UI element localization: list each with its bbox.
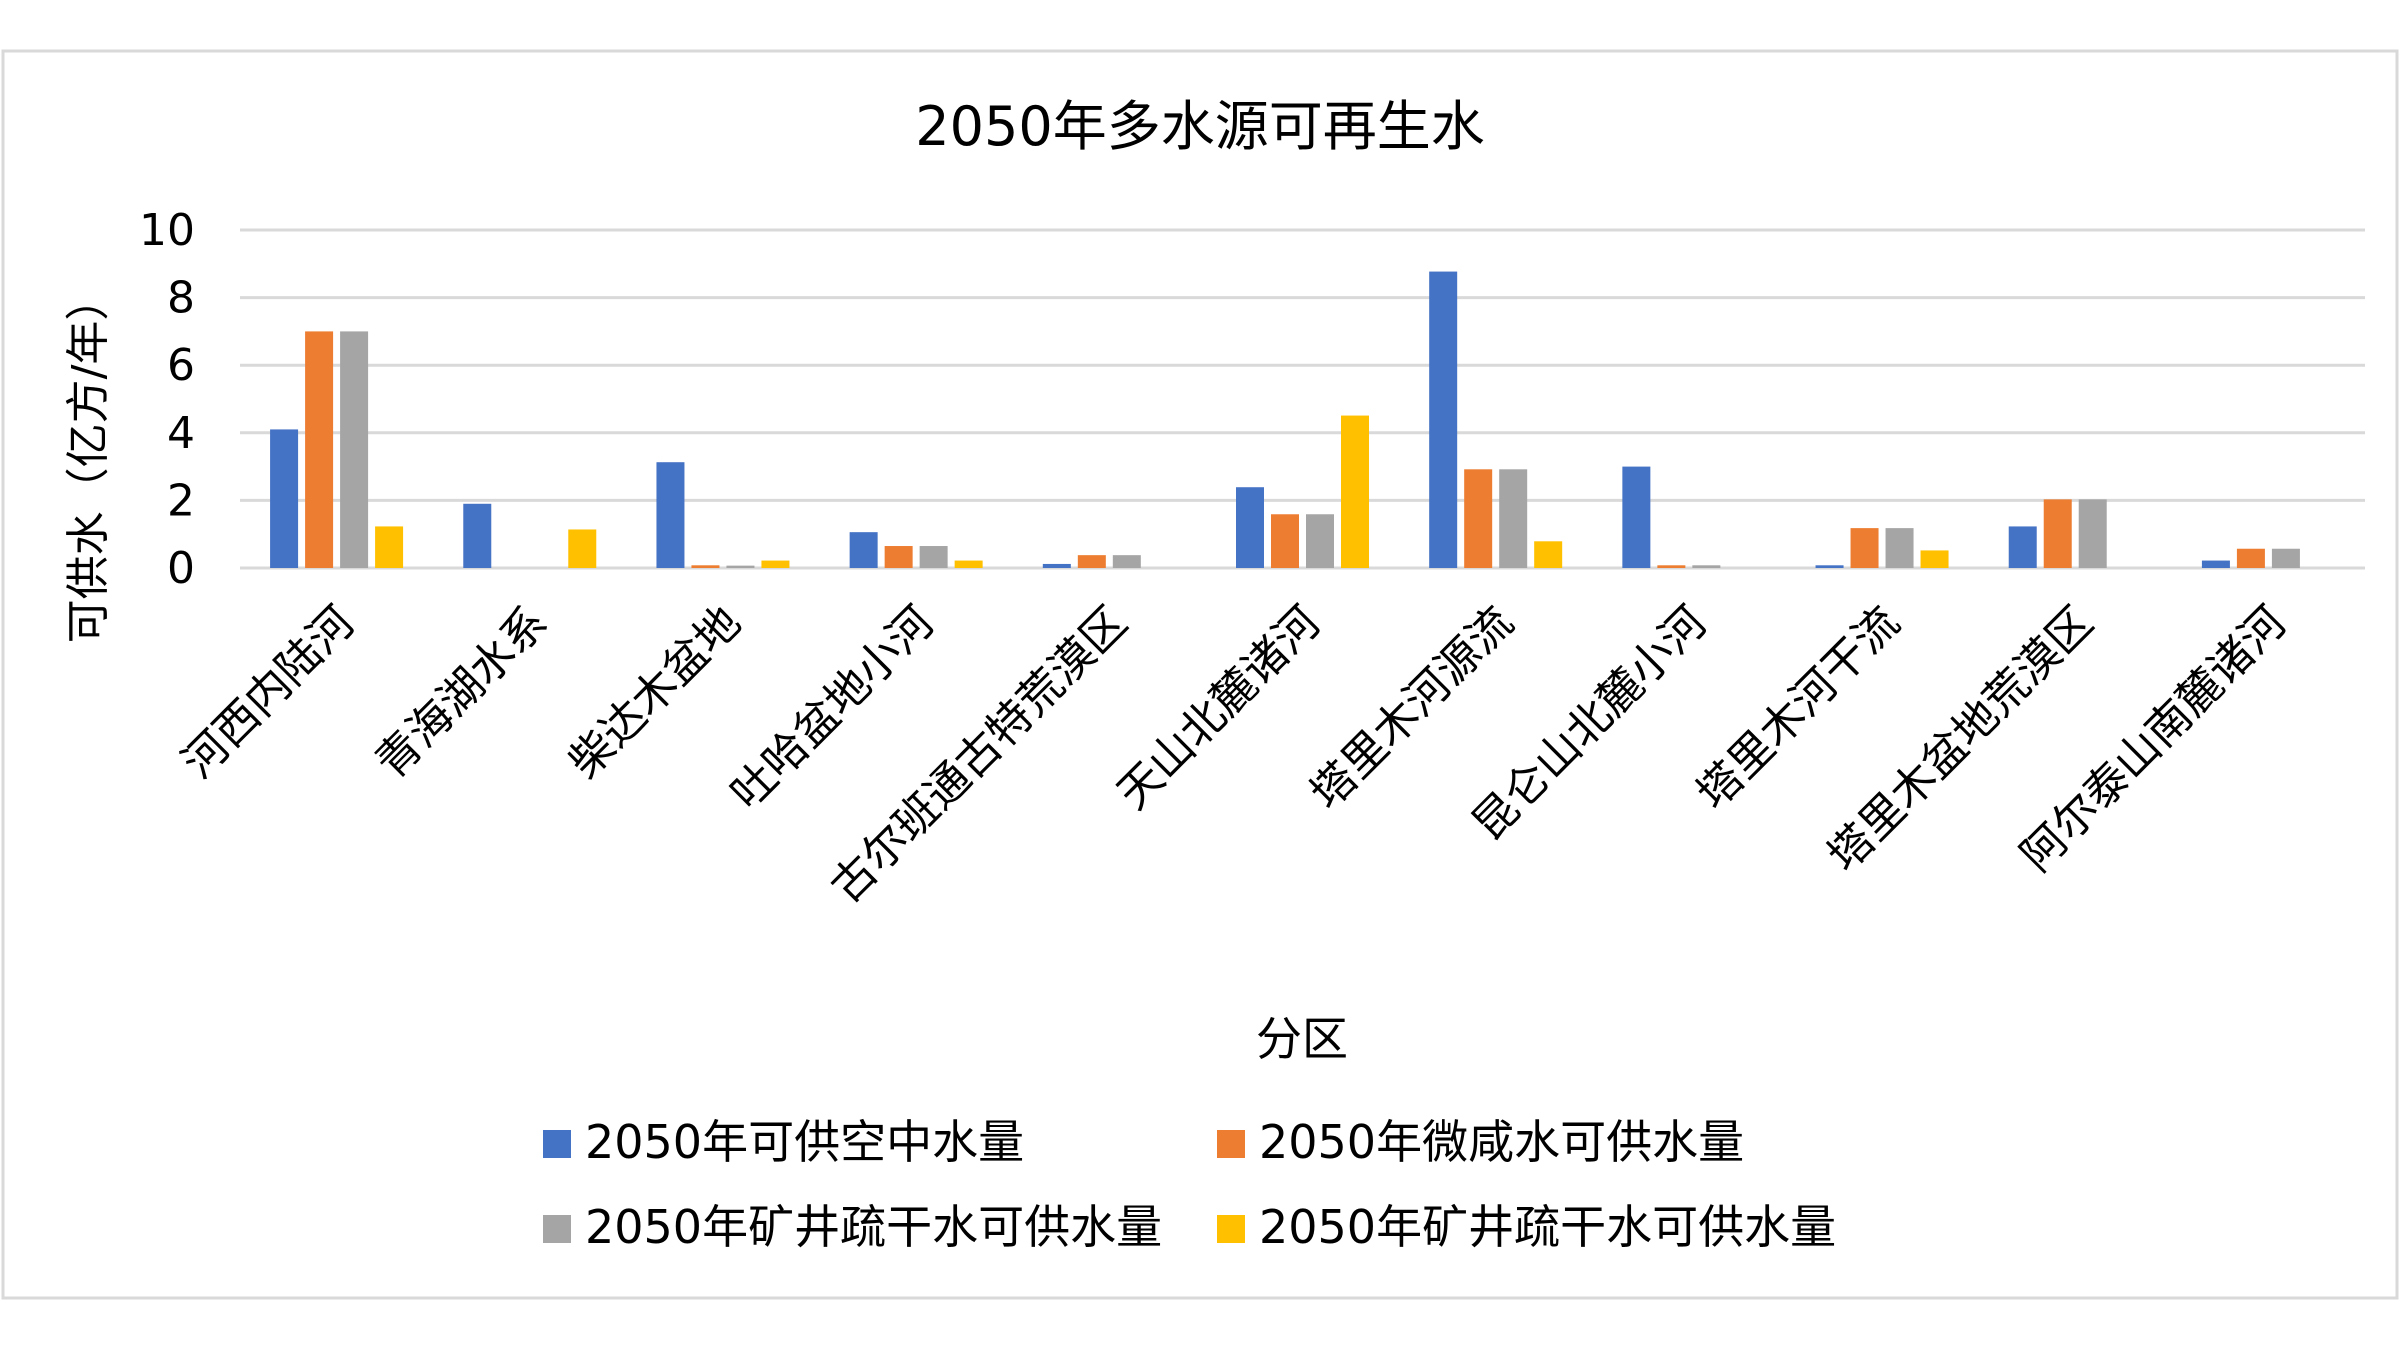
chart-title: 2050年多水源可再生水 (915, 95, 1484, 158)
legend-label: 2050年矿井疏干水可供水量 (585, 1200, 1162, 1254)
bar (919, 546, 948, 568)
bar (761, 560, 790, 568)
bar (1885, 528, 1914, 568)
legend-swatch (543, 1130, 571, 1158)
legend-swatch (543, 1215, 571, 1243)
bar (340, 331, 369, 568)
bar (1464, 469, 1493, 568)
bar (1692, 565, 1721, 568)
bar (1850, 528, 1879, 568)
bar (2236, 548, 2265, 568)
x-axis-title: 分区 (1256, 1012, 1348, 1066)
bar (884, 546, 913, 568)
bar (1622, 466, 1651, 568)
bar (1815, 565, 1844, 568)
legend-label: 2050年矿井疏干水可供水量 (1259, 1200, 1836, 1254)
bar (1429, 271, 1458, 568)
bar (2078, 499, 2107, 568)
bar (270, 429, 299, 568)
bar (1306, 514, 1334, 568)
legend-swatch (1217, 1130, 1245, 1158)
bar (2201, 560, 2230, 568)
bar (1499, 469, 1528, 568)
bar (1042, 563, 1071, 568)
bar (1657, 565, 1686, 568)
y-axis-title: 可供水（亿方/年） (63, 277, 114, 644)
y-tick-label: 8 (167, 273, 195, 324)
bar (1534, 541, 1563, 568)
bars (270, 271, 2300, 568)
bar (1920, 550, 1949, 568)
bar (1271, 514, 1299, 568)
bar (1341, 415, 1369, 568)
legend-label: 2050年可供空中水量 (585, 1115, 1024, 1169)
bar (954, 560, 983, 568)
bar (2008, 526, 2037, 568)
bar (656, 462, 685, 568)
bar (691, 565, 720, 568)
bar (375, 526, 404, 568)
bar (2271, 548, 2300, 568)
legend: 2050年可供空中水量 2050年微咸水可供水量 2050年矿井疏干水可供水量 205… (543, 1115, 1836, 1254)
bar (305, 331, 334, 568)
bar (849, 532, 878, 568)
bar (1077, 555, 1106, 568)
bar (2043, 499, 2072, 568)
legend-swatch (1217, 1215, 1245, 1243)
y-tick-label: 2 (167, 475, 195, 526)
y-tick-label: 10 (139, 205, 195, 256)
y-tick-labels: 0 2 4 6 8 10 (139, 205, 195, 594)
bar (568, 529, 597, 568)
y-tick-label: 6 (167, 340, 195, 391)
bar (1236, 487, 1264, 568)
chart-frame (1, 49, 2399, 1300)
bar (1112, 555, 1141, 568)
bar (726, 565, 755, 568)
bar (463, 503, 492, 568)
legend-label: 2050年微咸水可供水量 (1259, 1115, 1744, 1169)
y-tick-label: 0 (167, 543, 195, 594)
y-tick-label: 4 (167, 408, 195, 459)
